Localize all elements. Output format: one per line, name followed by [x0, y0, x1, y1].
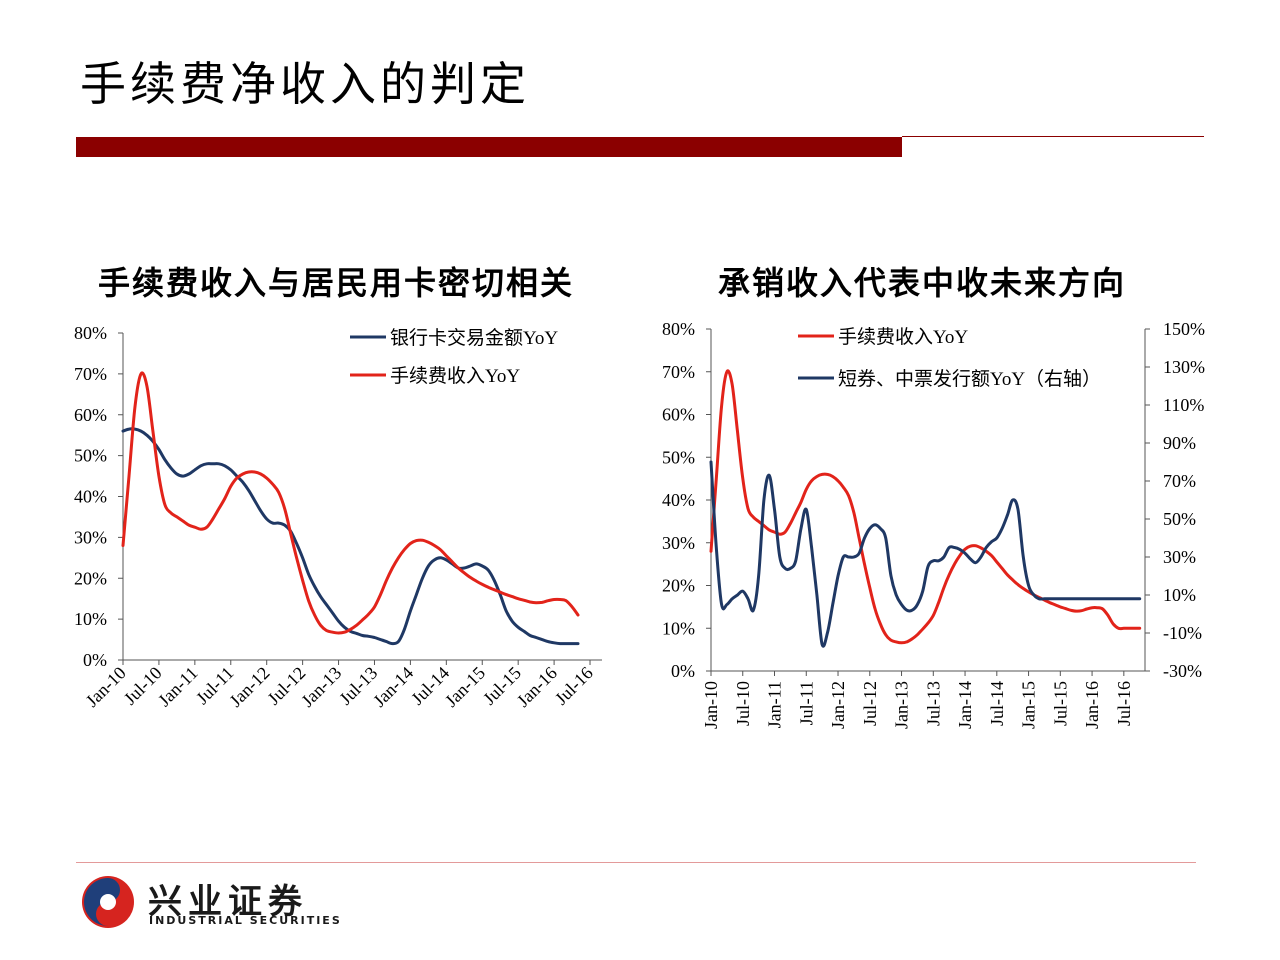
footer-divider	[76, 862, 1196, 863]
chart2-y2-tick-label: 130%	[1163, 357, 1205, 377]
chart1-x-tick-label: Jan-11	[154, 663, 202, 711]
chart2-y2-tick-label: 110%	[1163, 395, 1204, 415]
chart1-x-tick-label: Jan-15	[441, 663, 489, 711]
chart2-x-tick-label: Jan-13	[892, 681, 912, 729]
brand-logo-icon	[82, 876, 134, 928]
chart1-series-1-line	[121, 427, 580, 646]
chart1-y-tick-label: 50%	[74, 446, 107, 466]
chart2-x-tick-label: Jul-10	[733, 681, 753, 726]
chart2-y2-tick-label: 150%	[1163, 319, 1205, 339]
chart2-x-tick-label: Jan-16	[1082, 681, 1102, 729]
chart2-y2-tick-label: -10%	[1163, 623, 1202, 643]
chart2-series-2-line	[709, 460, 1142, 648]
chart2-y-tick-label: 10%	[662, 618, 695, 638]
title-accent-bar	[76, 137, 902, 157]
chart1-y-tick-label: 30%	[74, 527, 107, 547]
chart1-y-tick-label: 60%	[74, 405, 107, 425]
chart2-x-tick-label: Jul-14	[987, 681, 1007, 726]
title-accent-line	[902, 136, 1204, 137]
chart2-y2-tick-label: 70%	[1163, 471, 1196, 491]
brand-name-en: INDUSTRIAL SECURITIES	[149, 914, 342, 927]
chart2-y2-tick-label: 50%	[1163, 509, 1196, 529]
chart2-x-tick-label: Jan-15	[1019, 681, 1039, 729]
chart2-y-tick-label: 40%	[662, 490, 695, 510]
chart1-y-tick-label: 70%	[74, 364, 107, 384]
chart2-x-tick-label: Jul-15	[1050, 681, 1070, 726]
chart2-x-tick-label: Jul-16	[1114, 681, 1134, 726]
chart1-y-tick-label: 10%	[74, 609, 107, 629]
chart2-x-tick-label: Jan-11	[765, 681, 785, 728]
chart-title-right: 承销收入代表中收未来方向	[718, 264, 1127, 302]
chart2-y2-tick-label: 90%	[1163, 433, 1196, 453]
chart2-y-tick-label: 0%	[671, 661, 695, 681]
chart2-y-tick-label: 50%	[662, 447, 695, 467]
chart1-y-tick-label: 80%	[74, 323, 107, 343]
chart1-x-tick-label: Jan-13	[297, 663, 345, 711]
chart1-y-tick-label: 20%	[74, 568, 107, 588]
chart2-x-tick-label: Jul-13	[923, 681, 943, 726]
chart1-series-2-line	[121, 371, 580, 635]
chart2-x-tick-label: Jan-12	[828, 681, 848, 729]
chart2-y-tick-label: 70%	[662, 362, 695, 382]
chart2-x-tick-label: Jul-12	[860, 681, 880, 726]
chart1-y-tick-label: 40%	[74, 487, 107, 507]
chart2-y2-tick-label: -30%	[1163, 661, 1202, 681]
chart2-y2-tick-label: 10%	[1163, 585, 1196, 605]
chart2-x-tick-label: Jan-10	[701, 681, 721, 729]
chart1-x-tick-label: Jul-16	[551, 663, 597, 709]
chart2-x-tick-label: Jan-14	[955, 681, 975, 729]
chart1-x-tick-label: Jan-14	[369, 663, 417, 711]
chart1-legend-label: 银行卡交易金额YoY	[390, 327, 558, 349]
chart2-y-tick-label: 20%	[662, 576, 695, 596]
chart2-series-1-line	[709, 369, 1142, 645]
chart1-x-tick-label: Jan-12	[225, 663, 273, 711]
chart2-y-tick-label: 60%	[662, 405, 695, 425]
chart1-legend-label: 手续费收入YoY	[390, 365, 520, 387]
chart2-x-tick-label: Jul-11	[796, 681, 816, 725]
brand-logo: 兴业证券 INDUSTRIAL SECURITIES	[76, 870, 356, 940]
chart2-y2-tick-label: 30%	[1163, 547, 1196, 567]
chart-title-left: 手续费收入与居民用卡密切相关	[98, 264, 575, 302]
chart2-y-tick-label: 30%	[662, 533, 695, 553]
brand-name-cn: 兴业证券	[148, 882, 308, 922]
chart2-legend-label: 短券、中票发行额YoY（右轴）	[838, 368, 1101, 390]
chart2-legend-label: 手续费收入YoY	[838, 326, 968, 348]
chart2-y-tick-label: 80%	[662, 319, 695, 339]
page-title: 手续费净收入的判定	[80, 57, 530, 111]
chart1-x-tick-label: Jan-16	[513, 663, 561, 711]
chart1-y-tick-label: 0%	[83, 650, 107, 670]
